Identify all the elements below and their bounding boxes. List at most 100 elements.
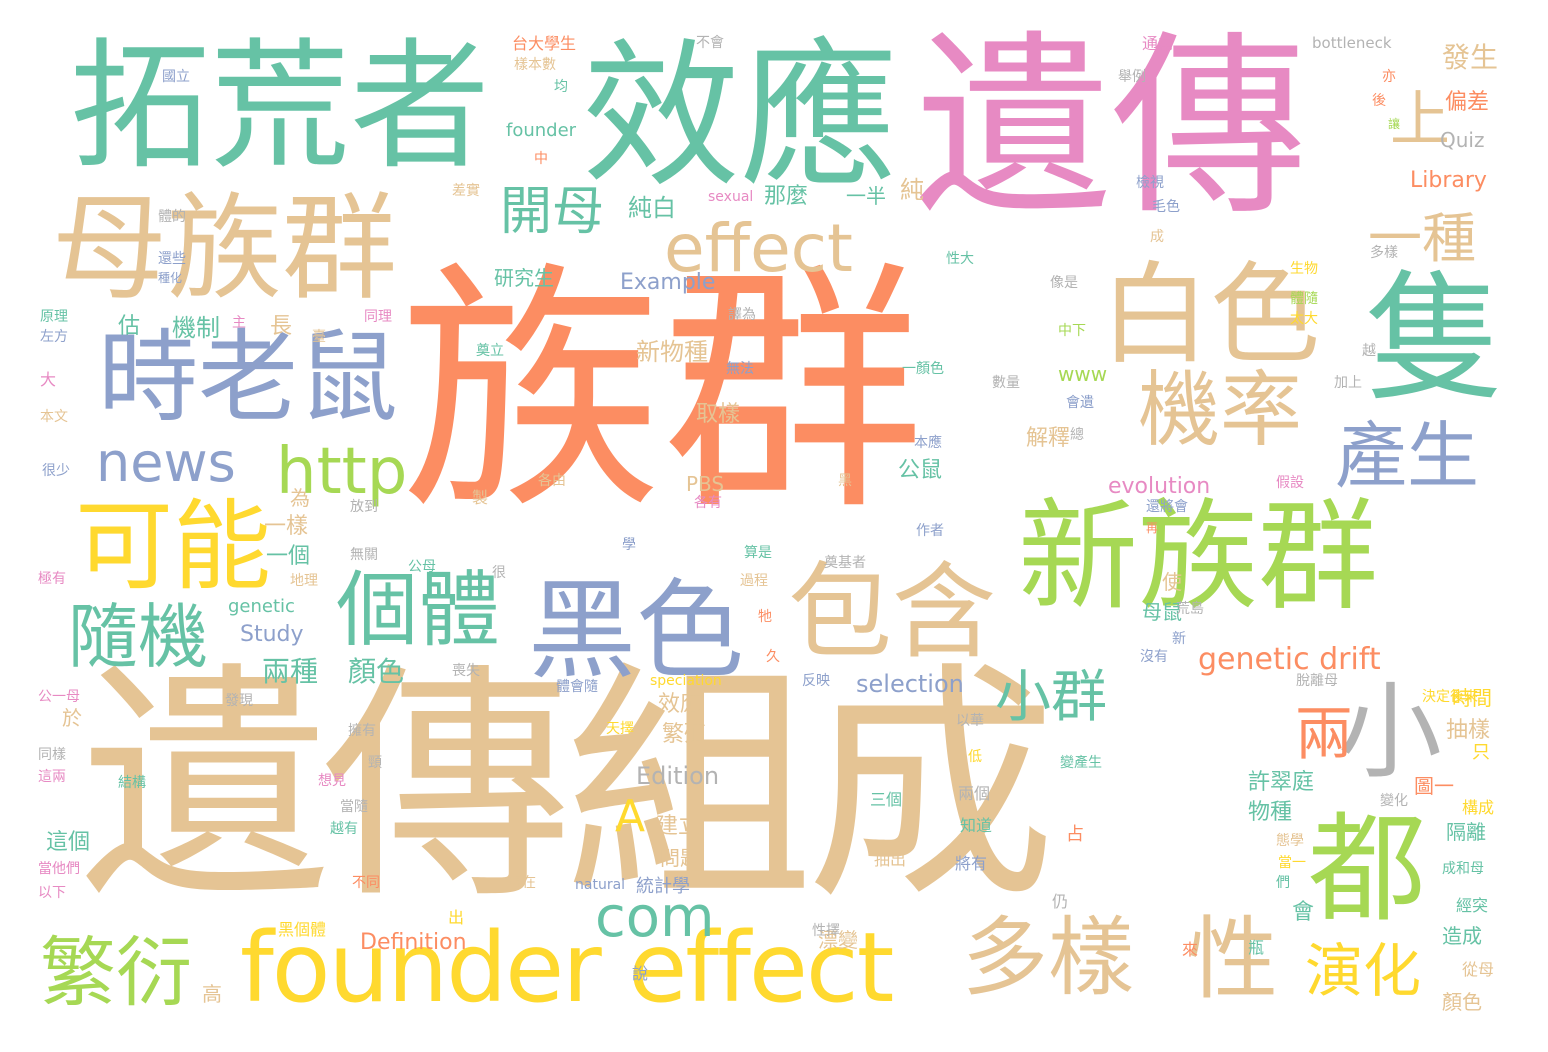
word-kaimu: 開母 <box>500 182 605 242</box>
word-piaobian: 漂變 <box>818 928 858 952</box>
word-yongyou: 擁有 <box>348 723 376 739</box>
word-suiji: 隨機 <box>68 596 208 678</box>
word-lai: 來 <box>1182 940 1199 959</box>
word-jiyou: 極有 <box>38 571 66 587</box>
word-yanse2: 顏色 <box>1442 990 1482 1014</box>
word-xue: 學 <box>622 537 636 553</box>
word-tongyang: 同樣 <box>38 747 66 763</box>
word-tongchang: 通常 <box>1142 34 1175 53</box>
word-fangdao: 放到 <box>350 499 378 515</box>
word-xucuiting: 許翠庭 <box>1248 770 1315 795</box>
word-study: Study <box>240 622 304 647</box>
word-chouyang: 抽樣 <box>1446 718 1491 743</box>
word-duoyang2: 多樣 <box>1370 245 1398 261</box>
word-buhui: 不會 <box>696 35 724 51</box>
word-zhang: 長 <box>270 314 293 339</box>
word-jingtu: 經突 <box>1456 896 1489 915</box>
word-yiyanse: 一顏色 <box>902 361 944 377</box>
word-tuohuangzhe: 拓荒者 <box>70 26 491 189</box>
word-tuolimu: 脫離母 <box>1296 673 1338 689</box>
word-jilv: 機率 <box>1138 363 1303 458</box>
word-zaocheng: 造成 <box>1442 924 1482 948</box>
word-jiang: 將有 <box>955 854 988 873</box>
word-dou: 都 <box>1308 800 1427 938</box>
word-zhidao: 知道 <box>960 816 993 835</box>
word-yanjiusheng: 研究生 <box>494 266 554 290</box>
word-zheixie: 還些 <box>158 251 186 267</box>
word-yiwei: 譯為 <box>728 307 756 323</box>
word-zhi2: 只 <box>1472 742 1490 763</box>
word-wuguan: 無關 <box>350 547 378 563</box>
word-wei: 為 <box>290 486 310 510</box>
word-huanjianghui: 還將會 <box>1146 499 1188 515</box>
word-shilaoshu: 時老鼠 <box>98 319 398 436</box>
word-yixia: 以下 <box>38 885 66 901</box>
word-xiao: 小 <box>1338 671 1443 793</box>
word-bottleneck: bottleneck <box>1312 34 1392 52</box>
word-xiaoying2: 效應 <box>658 692 703 717</box>
word-yu: 於 <box>62 706 82 730</box>
word-jianli: 建立 <box>656 814 701 839</box>
word-tongli: 同理 <box>364 309 392 325</box>
word-xin: 新 <box>1172 631 1186 647</box>
word-xinzuqun: 新族群 <box>1018 488 1378 627</box>
word-founder-small: founder <box>506 120 577 141</box>
word-yi: 亦 <box>1382 69 1396 85</box>
word-gefa: 各由 <box>538 473 566 489</box>
word-evolution: evolution <box>1108 474 1211 499</box>
word-bianchansheng: 變產生 <box>1060 755 1102 771</box>
word-natural: natural <box>575 877 626 893</box>
word-jun: 均 <box>554 79 568 95</box>
word-xingda: 性大 <box>946 251 974 267</box>
word-wenti: 問題 <box>660 846 700 870</box>
word-quiz: Quiz <box>1440 128 1485 152</box>
word-juedinghoulai: 決定後來 <box>1422 689 1478 705</box>
word-butong: 不同 <box>352 875 380 891</box>
word-xianzai: 現在 <box>508 875 536 891</box>
word-yige: 一個 <box>266 544 311 569</box>
word-http: http <box>276 435 408 509</box>
word-dianli: 奠立 <box>476 343 504 359</box>
word-shi: 使 <box>1162 570 1182 594</box>
word-dianjizhe: 奠基者 <box>824 555 866 571</box>
word-heigeti: 黑個體 <box>278 920 327 939</box>
word-jiu: 久 <box>766 649 780 665</box>
word-xingze: 性擇 <box>812 923 840 939</box>
word-speciation: speciation <box>650 673 722 689</box>
word-xiaoqun: 小群 <box>995 665 1107 730</box>
word-gu: 估 <box>118 314 141 339</box>
word-yiban: 一半 <box>846 184 886 208</box>
word-zong: 總 <box>1070 427 1084 443</box>
word-yanhua: 演化 <box>1305 937 1422 1005</box>
word-zhi3: 製 <box>472 488 489 507</box>
word-reng: 仍 <box>1052 892 1069 911</box>
word-shijian: 時間 <box>1452 686 1492 710</box>
word-yuebian: 越有 <box>330 821 358 837</box>
word-tianze: 天擇 <box>606 721 634 737</box>
word-sexual: sexual <box>708 189 754 205</box>
word-baise: 白色 <box>1100 251 1320 379</box>
word-taixue: 態學 <box>1276 833 1304 849</box>
word-zheliang: 這兩 <box>38 769 66 785</box>
word-yishang: 以華 <box>956 713 984 729</box>
word-yuanli: 原理 <box>40 309 68 325</box>
word-fanyan: 繁衍 <box>40 928 192 1017</box>
word-changge: 當隨 <box>340 799 368 815</box>
word-wufa: 無法 <box>726 361 754 377</box>
word-heise: 黑色 <box>528 569 745 694</box>
word-pianchai: 偏差 <box>1445 90 1490 115</box>
word-maose: 毛色 <box>1152 199 1180 215</box>
word-gouchen: 構成 <box>1462 798 1495 817</box>
word-zuoshe: 作者 <box>916 523 944 539</box>
word-di: 低 <box>968 749 982 765</box>
word-taida: 台大學生 <box>512 34 577 53</box>
word-fanzhi: 繁殖 <box>662 722 707 747</box>
word-a: A <box>615 791 646 842</box>
word-dangyi: 當一 <box>1278 855 1306 871</box>
word-benwen: 本文 <box>40 409 68 425</box>
word-ping: 瓶 <box>1248 938 1265 957</box>
word-www: www <box>1058 362 1108 386</box>
word-yichuan: 遺傳 <box>915 14 1308 242</box>
word-zhege: 這個 <box>46 830 91 855</box>
word-tongjixue: 統計學 <box>636 876 690 897</box>
